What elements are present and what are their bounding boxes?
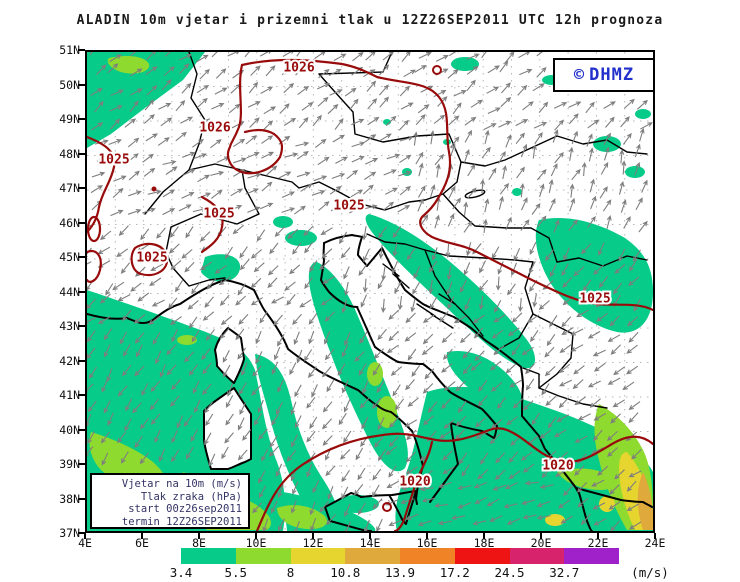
svg-text:1025: 1025 [136,251,167,266]
svg-text:1025: 1025 [203,207,234,222]
lon-tick-mark [141,533,143,539]
colorbar-segment [400,548,455,564]
lat-tick-label: 37N [59,526,80,540]
colorbar-value: 32.7 [549,565,580,580]
lon-tick-mark [255,533,257,539]
colorbar-value: 24.5 [494,565,525,580]
svg-text:1026: 1026 [199,121,230,136]
svg-text:1025: 1025 [579,292,610,307]
legend-line: Vjetar na 10m (m/s) [121,478,242,490]
weather-map-canvas: 1026 1026 1025 1025 1025 1025 1025 1020 1020 [87,52,653,531]
lon-tick-mark [369,533,371,539]
lat-tick-mark [78,256,85,258]
lon-tick-mark [540,533,542,539]
lat-tick-mark [78,394,85,396]
lat-tick-label: 44N [59,284,80,299]
lat-tick-label: 46N [59,215,80,230]
lat-tick-mark [78,532,85,534]
lon-tick-label: 4E [78,536,92,550]
pressure-contour-labels: 1026 1026 1025 1025 1025 1025 1025 1020 1020 [96,59,612,492]
map-title: ALADIN 10m vjetar i prizemni tlak u 12Z2… [76,13,664,28]
dhmz-label: DHMZ [589,65,635,85]
lat-tick-mark [78,497,85,500]
lat-tick-label: 47N [59,181,80,195]
lat-tick-label: 48N [59,146,80,161]
legend-line: start 00z26sep2011 [128,503,242,515]
map-frame: 1026 1026 1025 1025 1025 1025 1025 1020 1020 Vje… [85,50,655,533]
colorbar-value: 5.5 [224,565,248,580]
lon-tick-label: 18E [473,536,495,550]
lon-tick-mark [597,533,599,539]
legend-line: Tlak zraka (hPa) [140,490,242,503]
wind-arrows [87,52,653,531]
colorbar-value: 13.9 [384,565,416,580]
svg-text:1025: 1025 [333,199,364,214]
lon-tick-label: 24E [644,536,666,550]
dhmz-logo: © DHMZ [553,58,655,92]
lon-tick-label: 10E [245,536,267,550]
lat-tick-label: 45N [59,250,80,264]
lat-tick-label: 51N [59,43,80,57]
svg-text:1020: 1020 [542,459,573,474]
lon-tick-mark [312,533,314,539]
colorbar-value: 17.2 [439,565,470,580]
copyright-icon: © [573,65,586,85]
lat-tick-mark [78,152,85,155]
lon-tick-mark [198,533,200,539]
colorbar-unit: (m/s) [631,565,669,580]
lat-tick-mark [78,359,85,362]
wind-speed-colorbar [181,548,619,564]
lat-tick-mark [78,463,85,465]
lon-tick-label: 6E [135,536,149,550]
colorbar-segment [454,548,510,564]
pressure-contours [87,58,653,531]
coastlines [87,234,653,531]
colorbar-segment [290,548,346,564]
colorbar-value: 10.8 [330,565,361,580]
legend-line: termin 12Z26SEP2011 [121,515,242,528]
svg-text:1025: 1025 [98,153,129,168]
lat-tick-mark [78,428,85,431]
lat-tick-label: 40N [59,422,80,437]
lon-tick-label: 14E [359,536,381,550]
lon-tick-label: 12E [302,536,324,550]
colorbar-segment [345,548,400,564]
svg-text:1026: 1026 [283,61,314,76]
lon-tick-mark [84,533,86,539]
lon-tick-mark [426,533,428,539]
lon-tick-label: 16E [416,536,438,550]
lat-tick-label: 38N [59,491,80,506]
lat-tick-mark [78,221,85,224]
lon-tick-label: 22E [587,536,609,550]
lat-tick-label: 42N [59,353,80,368]
lat-tick-label: 41N [59,388,80,402]
lat-tick-mark [78,118,85,120]
lat-tick-mark [78,290,85,293]
wind-arrow-glyphs [87,52,653,531]
lat-tick-label: 43N [59,319,80,333]
colorbar-segment [181,548,236,564]
colorbar-segment [509,548,565,564]
lat-tick-label: 49N [59,112,80,126]
lat-tick-label: 50N [59,77,80,92]
lon-tick-mark [483,533,485,539]
colorbar-segment [235,548,291,564]
lat-tick-mark [78,187,85,189]
colorbar-segment [564,548,619,564]
lat-tick-mark [78,83,85,86]
colorbar-value: 3.4 [169,565,193,580]
lat-tick-mark [78,49,85,51]
lat-tick-mark [78,325,85,327]
lat-tick-label: 39N [59,457,80,471]
forecast-info-box: Vjetar na 10m (m/s) Tlak zraka (hPa) start… [90,473,250,529]
lon-tick-label: 8E [192,536,206,550]
colorbar-value: 8 [286,565,295,580]
lon-tick-label: 20E [530,536,552,550]
lon-tick-mark [654,533,656,539]
svg-text:1020: 1020 [399,475,430,490]
